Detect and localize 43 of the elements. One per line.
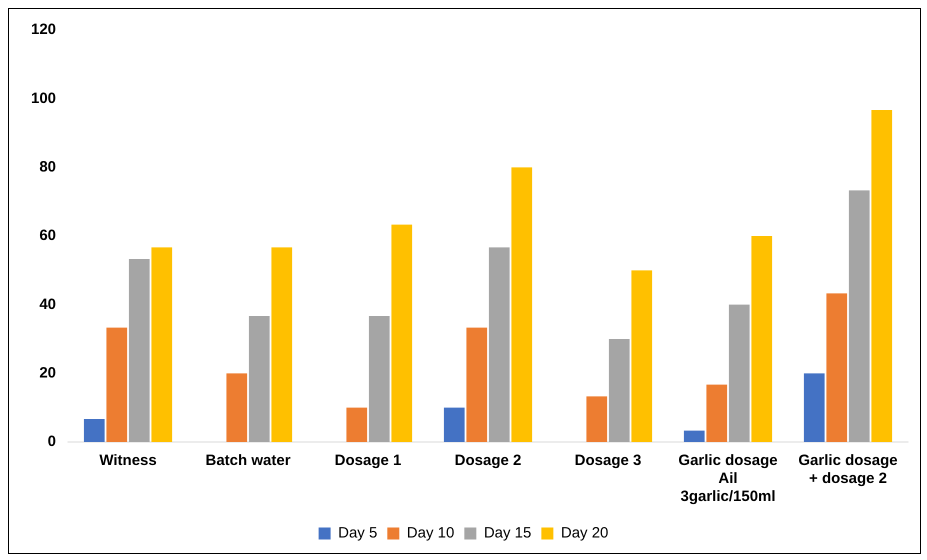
x-tick-label: Garlic dosage + dosage 2 — [798, 452, 898, 488]
x-tick-label: Dosage 3 — [574, 452, 642, 470]
bar — [106, 328, 128, 442]
y-tick-label: 120 — [30, 21, 56, 38]
y-tick-label: 100 — [30, 90, 56, 107]
y-tick-label: 80 — [39, 158, 56, 176]
bar — [871, 110, 892, 442]
bar — [226, 373, 248, 442]
bar — [466, 328, 488, 442]
bar — [248, 316, 270, 442]
bar — [608, 339, 630, 442]
bar — [631, 270, 652, 442]
bar — [488, 247, 510, 442]
bar — [848, 190, 870, 442]
bar — [728, 304, 750, 442]
bar — [511, 167, 532, 442]
bar — [804, 373, 825, 442]
legend-label: Day 5 — [338, 524, 378, 542]
x-tick-label: Batch water — [206, 452, 291, 470]
bar — [826, 293, 848, 442]
legend-label: Day 10 — [406, 524, 454, 542]
x-tick-label: Witness — [99, 452, 157, 470]
bar — [368, 316, 390, 442]
legend-label: Day 20 — [560, 524, 608, 542]
bar — [84, 418, 105, 442]
y-tick-label: 40 — [39, 296, 56, 313]
x-tick-label: Dosage 2 — [454, 452, 522, 470]
x-tick-label: Dosage 1 — [334, 452, 402, 470]
bar — [586, 396, 608, 442]
bar — [751, 236, 772, 442]
x-tick-label: Garlic dosage Ail 3garlic/150ml — [678, 452, 778, 506]
bar — [151, 247, 172, 442]
bar — [444, 408, 465, 442]
bar — [391, 224, 412, 442]
y-tick-label: 20 — [39, 364, 56, 382]
bar — [271, 247, 292, 442]
legend-label: Day 15 — [484, 524, 532, 542]
y-tick-label: 60 — [39, 227, 56, 244]
y-tick-label: 0 — [48, 433, 56, 450]
bar — [128, 259, 150, 442]
bar — [706, 384, 728, 442]
bar — [684, 430, 705, 442]
bar — [346, 408, 368, 442]
